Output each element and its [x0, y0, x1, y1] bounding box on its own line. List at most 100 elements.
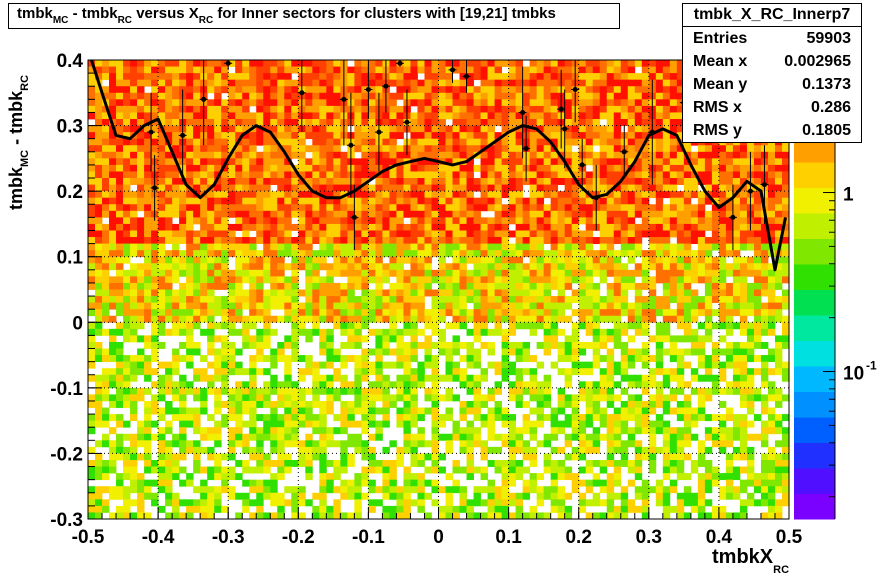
heatmap-cell [326, 296, 334, 304]
heatmap-cell [291, 105, 299, 113]
heatmap-cell [284, 223, 292, 231]
heatmap-cell [571, 171, 580, 179]
heatmap-cell [676, 302, 685, 310]
heatmap-cell [130, 151, 138, 159]
heatmap-cell [291, 427, 299, 435]
heatmap-cell [655, 335, 664, 343]
heatmap-cell [88, 243, 96, 251]
heatmap-cell [284, 282, 292, 290]
heatmap-cell [452, 374, 460, 382]
heatmap-cell [116, 138, 124, 146]
heatmap-cell [312, 269, 320, 277]
heatmap-cell [277, 302, 285, 310]
heatmap-cell [410, 223, 418, 231]
heatmap-cell [669, 92, 678, 100]
heatmap-cell [452, 243, 460, 251]
heatmap-cell [277, 282, 285, 290]
heatmap-cell [739, 178, 748, 185]
heatmap-cell [494, 158, 502, 166]
heatmap-cell [606, 328, 615, 336]
heatmap-cell [452, 269, 460, 277]
heatmap-cell [242, 119, 250, 126]
heatmap-cell [109, 374, 117, 382]
heatmap-cell [95, 400, 103, 408]
heatmap-cell [165, 387, 173, 395]
heatmap-cell [396, 374, 404, 382]
heatmap-cell [396, 263, 404, 271]
heatmap-cell [144, 302, 152, 310]
heatmap-cell [494, 414, 502, 422]
heatmap-cell [697, 164, 706, 172]
heatmap-cell [109, 348, 117, 356]
heatmap-cell [249, 171, 257, 179]
heatmap-cell [739, 164, 748, 172]
heatmap-cell [585, 184, 594, 192]
heatmap-cell [494, 328, 502, 336]
heatmap-cell [480, 79, 488, 87]
heatmap-cell [466, 289, 474, 297]
heatmap-cell [725, 414, 734, 422]
heatmap-cell [480, 230, 488, 238]
heatmap-cell [599, 276, 608, 284]
heatmap-cell [592, 414, 601, 422]
heatmap-cell [438, 92, 446, 100]
heatmap-cell [508, 322, 517, 330]
heatmap-cell [641, 79, 650, 87]
heatmap-cell [662, 112, 671, 120]
heatmap-cell [88, 125, 96, 133]
heatmap-cell [193, 309, 201, 317]
heatmap-cell [123, 164, 131, 172]
heatmap-cell [249, 217, 257, 225]
heatmap-cell [459, 105, 467, 113]
heatmap-cell [151, 217, 159, 225]
heatmap-cell [256, 341, 264, 349]
heatmap-cell [424, 315, 432, 323]
heatmap-cell [501, 296, 509, 304]
heatmap-cell [249, 237, 257, 244]
heatmap-cell [466, 138, 474, 146]
heatmap-cell [165, 151, 173, 159]
heatmap-cell [648, 296, 657, 304]
heatmap-cell [676, 381, 685, 389]
heatmap-cell [158, 105, 166, 113]
heatmap-cell [123, 119, 131, 126]
heatmap-cell [291, 282, 299, 290]
heatmap-cell [613, 322, 622, 330]
heatmap-cell [347, 289, 355, 297]
heatmap-cell [431, 217, 439, 225]
heatmap-cell [179, 322, 187, 330]
heatmap-cell [179, 204, 187, 212]
heatmap-cell [151, 400, 159, 408]
heatmap-cell [368, 197, 376, 205]
heatmap-cell [683, 204, 692, 212]
heatmap-cell [487, 197, 495, 205]
heatmap-cell [648, 309, 657, 317]
heatmap-cell [354, 73, 362, 81]
heatmap-cell [431, 420, 439, 428]
heatmap-cell [585, 361, 594, 369]
heatmap-cell [312, 302, 320, 310]
heatmap-cell [473, 237, 481, 244]
heatmap-cell [760, 282, 769, 290]
heatmap-cell [662, 164, 671, 172]
heatmap-cell [634, 355, 643, 363]
heatmap-cell [137, 230, 145, 238]
heatmap-cell [137, 204, 145, 212]
heatmap-cell [536, 60, 545, 67]
heatmap-cell [389, 191, 397, 199]
heatmap-cell [655, 414, 664, 422]
heatmap-cell [102, 302, 110, 310]
heatmap-cell [326, 250, 334, 258]
heatmap-cell [298, 407, 306, 415]
heatmap-cell [424, 145, 432, 153]
heatmap-cell [130, 322, 138, 330]
heatmap-cell [95, 138, 103, 146]
heatmap-cell [480, 289, 488, 297]
heatmap-cell [130, 250, 138, 258]
heatmap-cell [354, 263, 362, 271]
heatmap-cell [270, 289, 278, 297]
heatmap-cell [193, 250, 201, 258]
heatmap-cell [263, 138, 271, 146]
heatmap-cell [746, 381, 755, 389]
heatmap-cell [599, 184, 608, 192]
